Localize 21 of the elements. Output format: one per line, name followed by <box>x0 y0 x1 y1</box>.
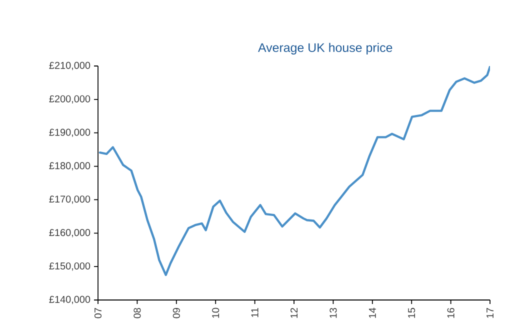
line-series <box>98 66 490 276</box>
y-tick-label: £180,000 <box>49 162 90 170</box>
x-tick-label: 10 <box>212 308 220 318</box>
x-tick-label: 12 <box>290 308 298 318</box>
y-tick-label: £210,000 <box>49 62 90 70</box>
y-tick-label: £200,000 <box>49 95 90 104</box>
x-tick-label: 09 <box>172 308 180 318</box>
x-tick-label: 07 <box>94 308 102 318</box>
x-tick-label: 17 <box>486 308 494 318</box>
x-tick-label: 11 <box>251 308 258 318</box>
y-tick-label: £160,000 <box>49 229 90 238</box>
x-tick-label: 08 <box>134 308 141 318</box>
chart-title: Average UK house price <box>258 42 392 55</box>
y-tick-label: £140,000 <box>49 296 90 304</box>
y-tick-label: £190,000 <box>49 128 90 137</box>
x-tick-label: 16 <box>447 308 454 318</box>
x-tick-label: 14 <box>368 308 376 318</box>
x-tick-label: 13 <box>330 308 337 318</box>
y-tick-label: £170,000 <box>49 196 90 204</box>
x-tick-label: 15 <box>408 308 416 318</box>
y-tick-label: £150,000 <box>49 262 90 271</box>
